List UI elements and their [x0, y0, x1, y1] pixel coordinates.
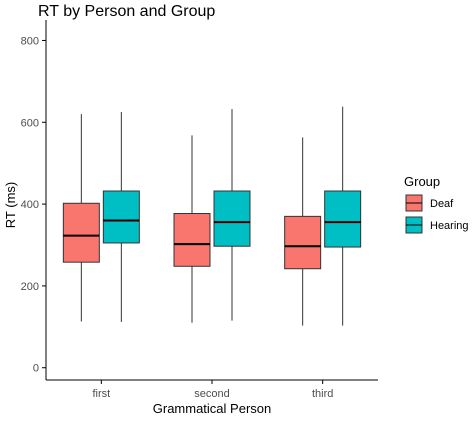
x-tick-label-third: third: [312, 388, 333, 400]
plot-panel: 0 200 400 600 800 first second third: [21, 20, 378, 400]
box-series: [62, 106, 362, 326]
y-tick-label-600: 600: [21, 117, 39, 129]
box-iqr: [62, 202, 100, 263]
legend: Group Deaf Hearing: [404, 174, 469, 234]
box-deaf-third: [284, 137, 322, 326]
legend-label: Deaf: [430, 198, 454, 210]
y-tick-label-800: 800: [21, 35, 39, 47]
box-deaf-second: [173, 135, 211, 323]
legend-label: Hearing: [430, 220, 469, 232]
box-iqr: [102, 190, 140, 244]
y-axis-ticks: 0 200 400 600 800: [21, 35, 46, 375]
chart-title: RT by Person and Group: [38, 3, 215, 20]
x-tick-label-first: first: [92, 388, 110, 400]
x-axis-ticks: first second third: [92, 380, 333, 400]
y-tick-label-400: 400: [21, 199, 39, 211]
y-axis-label: RT (ms): [3, 182, 18, 228]
box-hearing-first: [102, 112, 140, 322]
box-iqr: [213, 190, 251, 247]
box-hearing-second: [213, 109, 251, 321]
legend-title: Group: [404, 174, 440, 189]
box-iqr: [284, 215, 322, 270]
legend-entry-hearing: Hearing: [405, 216, 469, 234]
x-axis-label: Grammatical Person: [153, 401, 271, 416]
legend-entry-deaf: Deaf: [405, 194, 454, 212]
y-tick-label-0: 0: [33, 363, 39, 375]
box-hearing-third: [324, 106, 362, 326]
box-deaf-first: [62, 114, 100, 322]
box-iqr: [173, 213, 211, 267]
x-tick-label-second: second: [194, 388, 229, 400]
legend-entries: Deaf Hearing: [405, 194, 469, 234]
y-tick-label-200: 200: [21, 281, 39, 293]
box-iqr: [324, 190, 362, 248]
